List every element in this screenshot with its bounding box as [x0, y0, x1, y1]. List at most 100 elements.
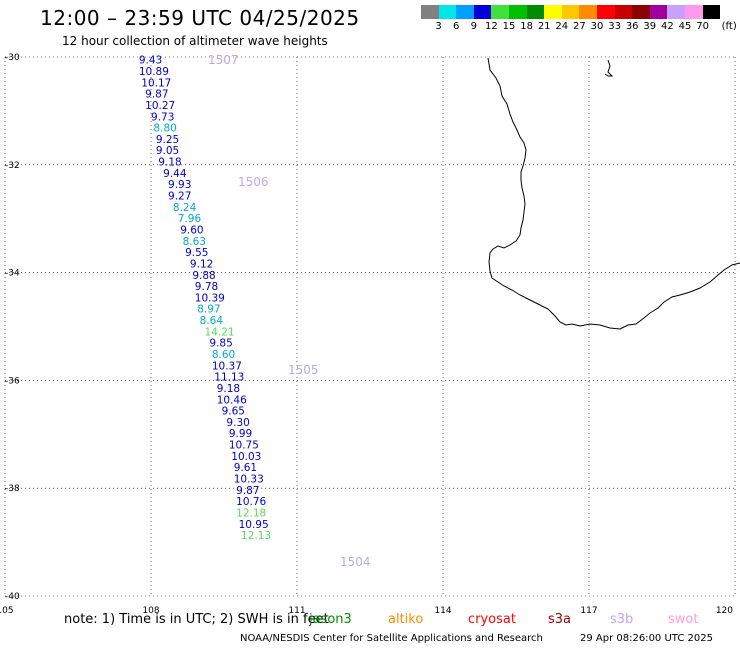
- wave-height-value: 10.95: [239, 519, 269, 531]
- wave-height-value: 8.60: [212, 349, 235, 361]
- wave-height-value: 9.18: [158, 157, 181, 169]
- legend-tick-label: 70: [696, 21, 709, 32]
- wave-height-value: 10.39: [195, 292, 225, 304]
- longitude-tick-label: 108: [142, 606, 159, 616]
- legend-swatch: [561, 5, 580, 19]
- mission-name-s3b: s3b: [610, 612, 634, 627]
- footer-note: note: 1) Time is in UTC; 2) SWH is in fe…: [64, 612, 329, 627]
- altimeter-observations: 9.4310.8910.179.8710.279.738.809.259.059…: [139, 55, 271, 542]
- wave-height-value: 9.12: [190, 258, 213, 270]
- wave-height-value: 9.30: [226, 417, 249, 429]
- longitude-tick-label: 105: [0, 606, 14, 616]
- latitude-tick-label: -34: [5, 269, 20, 279]
- legend-tick-label: 12: [485, 21, 498, 32]
- legend-tick-label: 33: [608, 21, 621, 32]
- coastline-island: [604, 59, 614, 77]
- wave-height-value: 10.76: [236, 496, 266, 508]
- credit-text: NOAA/NESDIS Center for Satellite Applica…: [240, 633, 543, 644]
- wave-height-value: 9.60: [180, 224, 203, 236]
- legend-tick-label: 30: [590, 21, 604, 32]
- australia-coastline: [487, 57, 740, 330]
- wave-height-value: 9.61: [234, 462, 257, 474]
- wave-height-value: 9.88: [192, 270, 215, 282]
- wave-height-value: 9.55: [185, 247, 208, 259]
- wave-height-value: 9.44: [163, 168, 187, 180]
- legend-swatch: [579, 5, 597, 19]
- legend-tick-label: 3: [435, 21, 442, 32]
- wave-height-value: 10.46: [217, 394, 247, 406]
- wave-height-value: 9.87: [236, 485, 259, 497]
- legend-unit-label: (ft): [721, 21, 737, 32]
- wave-height-value: 10.75: [229, 440, 259, 452]
- wave-height-value: 11.13: [214, 372, 244, 384]
- wave-height-value: 10.89: [139, 66, 169, 78]
- legend-swatch: [649, 5, 668, 19]
- latitude-tick-label: -32: [5, 161, 20, 171]
- wave-height-value: 8.64: [200, 315, 224, 327]
- legend-swatch: [544, 5, 562, 19]
- longitude-tick-label: 114: [434, 606, 451, 616]
- pass-number-label: 1504: [340, 555, 371, 569]
- legend-tick-label: 45: [678, 21, 692, 32]
- wave-height-value: 9.05: [156, 145, 179, 157]
- wave-height-value: 8.63: [183, 236, 206, 248]
- wave-height-value: 9.78: [195, 281, 218, 293]
- legend-swatch: [421, 5, 439, 19]
- wave-height-value: 12.13: [241, 530, 271, 542]
- generated-timestamp: 29 Apr 08:26:00 UTC 2025: [580, 633, 713, 644]
- wave-height-value: 9.99: [229, 428, 252, 440]
- wave-height-value: 7.96: [178, 213, 202, 225]
- coastline-west-australia: [487, 57, 740, 330]
- legend-swatch: [614, 5, 633, 19]
- wave-height-value: 10.03: [231, 451, 261, 463]
- legend-swatch: [632, 5, 650, 19]
- wave-height-value: 9.25: [156, 134, 179, 146]
- wave-height-value: 10.37: [212, 360, 242, 372]
- legend-swatch: [526, 5, 545, 19]
- latitude-tick-label: -30: [5, 53, 20, 63]
- mission-name-altiko: altiko: [388, 612, 424, 627]
- wave-height-value: 9.18: [217, 383, 240, 395]
- legend-swatch: [438, 5, 457, 19]
- pass-numbers: 1507 1506 1505 1504: [208, 53, 371, 569]
- wave-height-value: 9.73: [151, 111, 174, 123]
- mission-name-cryosat: cryosat: [468, 612, 516, 627]
- wave-height-value: 8.97: [197, 304, 220, 316]
- wave-height-value: 9.65: [222, 406, 245, 418]
- legend-swatch: [684, 5, 703, 19]
- legend-swatch: [702, 5, 721, 19]
- legend-swatch: [596, 5, 615, 19]
- wave-height-value: 8.80: [153, 123, 176, 135]
- wave-height-value: 9.87: [145, 89, 168, 101]
- latitude-tick-label: -40: [5, 592, 20, 602]
- wave-height-value: 9.27: [168, 191, 191, 203]
- legend-tick-label: 39: [643, 21, 657, 32]
- legend-tick-label: 36: [625, 21, 639, 32]
- graticule: [4, 56, 736, 597]
- longitude-tick-label: 117: [580, 606, 597, 616]
- wave-height-value: 9.43: [139, 55, 162, 67]
- longitude-tick-label: 120: [716, 606, 733, 616]
- legend-tick-label: 18: [520, 21, 533, 32]
- legend-swatch: [667, 5, 685, 19]
- wave-height-value: 9.85: [209, 338, 232, 350]
- wave-height-value: 12.18: [236, 507, 266, 519]
- pass-number-label: 1505: [288, 363, 319, 377]
- legend-tick-label: 15: [502, 21, 516, 32]
- pass-number-label: 1507: [208, 53, 239, 67]
- legend-swatch: [473, 5, 492, 19]
- legend-tick-label: 9: [470, 21, 477, 32]
- wave-height-value: 10.17: [141, 77, 171, 89]
- color-scale-labels: 3 6 9 12 15 18 21 24 27 30 33 36 39 42 45 70 (ft): [421, 21, 740, 33]
- wave-height-value: 14.21: [205, 326, 235, 338]
- wave-height-value: 10.33: [234, 473, 264, 485]
- legend-tick-label: 42: [661, 21, 674, 32]
- latitude-tick-label: -36: [5, 376, 20, 386]
- legend-swatch: [508, 5, 527, 19]
- latitude-tick-label: -38: [5, 484, 20, 494]
- mission-name-swot: swot: [668, 612, 699, 627]
- legend-tick-label: 21: [537, 21, 551, 32]
- chart-subtitle: 12 hour collection of altimeter wave hei…: [62, 34, 328, 48]
- wave-height-value: 8.24: [173, 202, 197, 214]
